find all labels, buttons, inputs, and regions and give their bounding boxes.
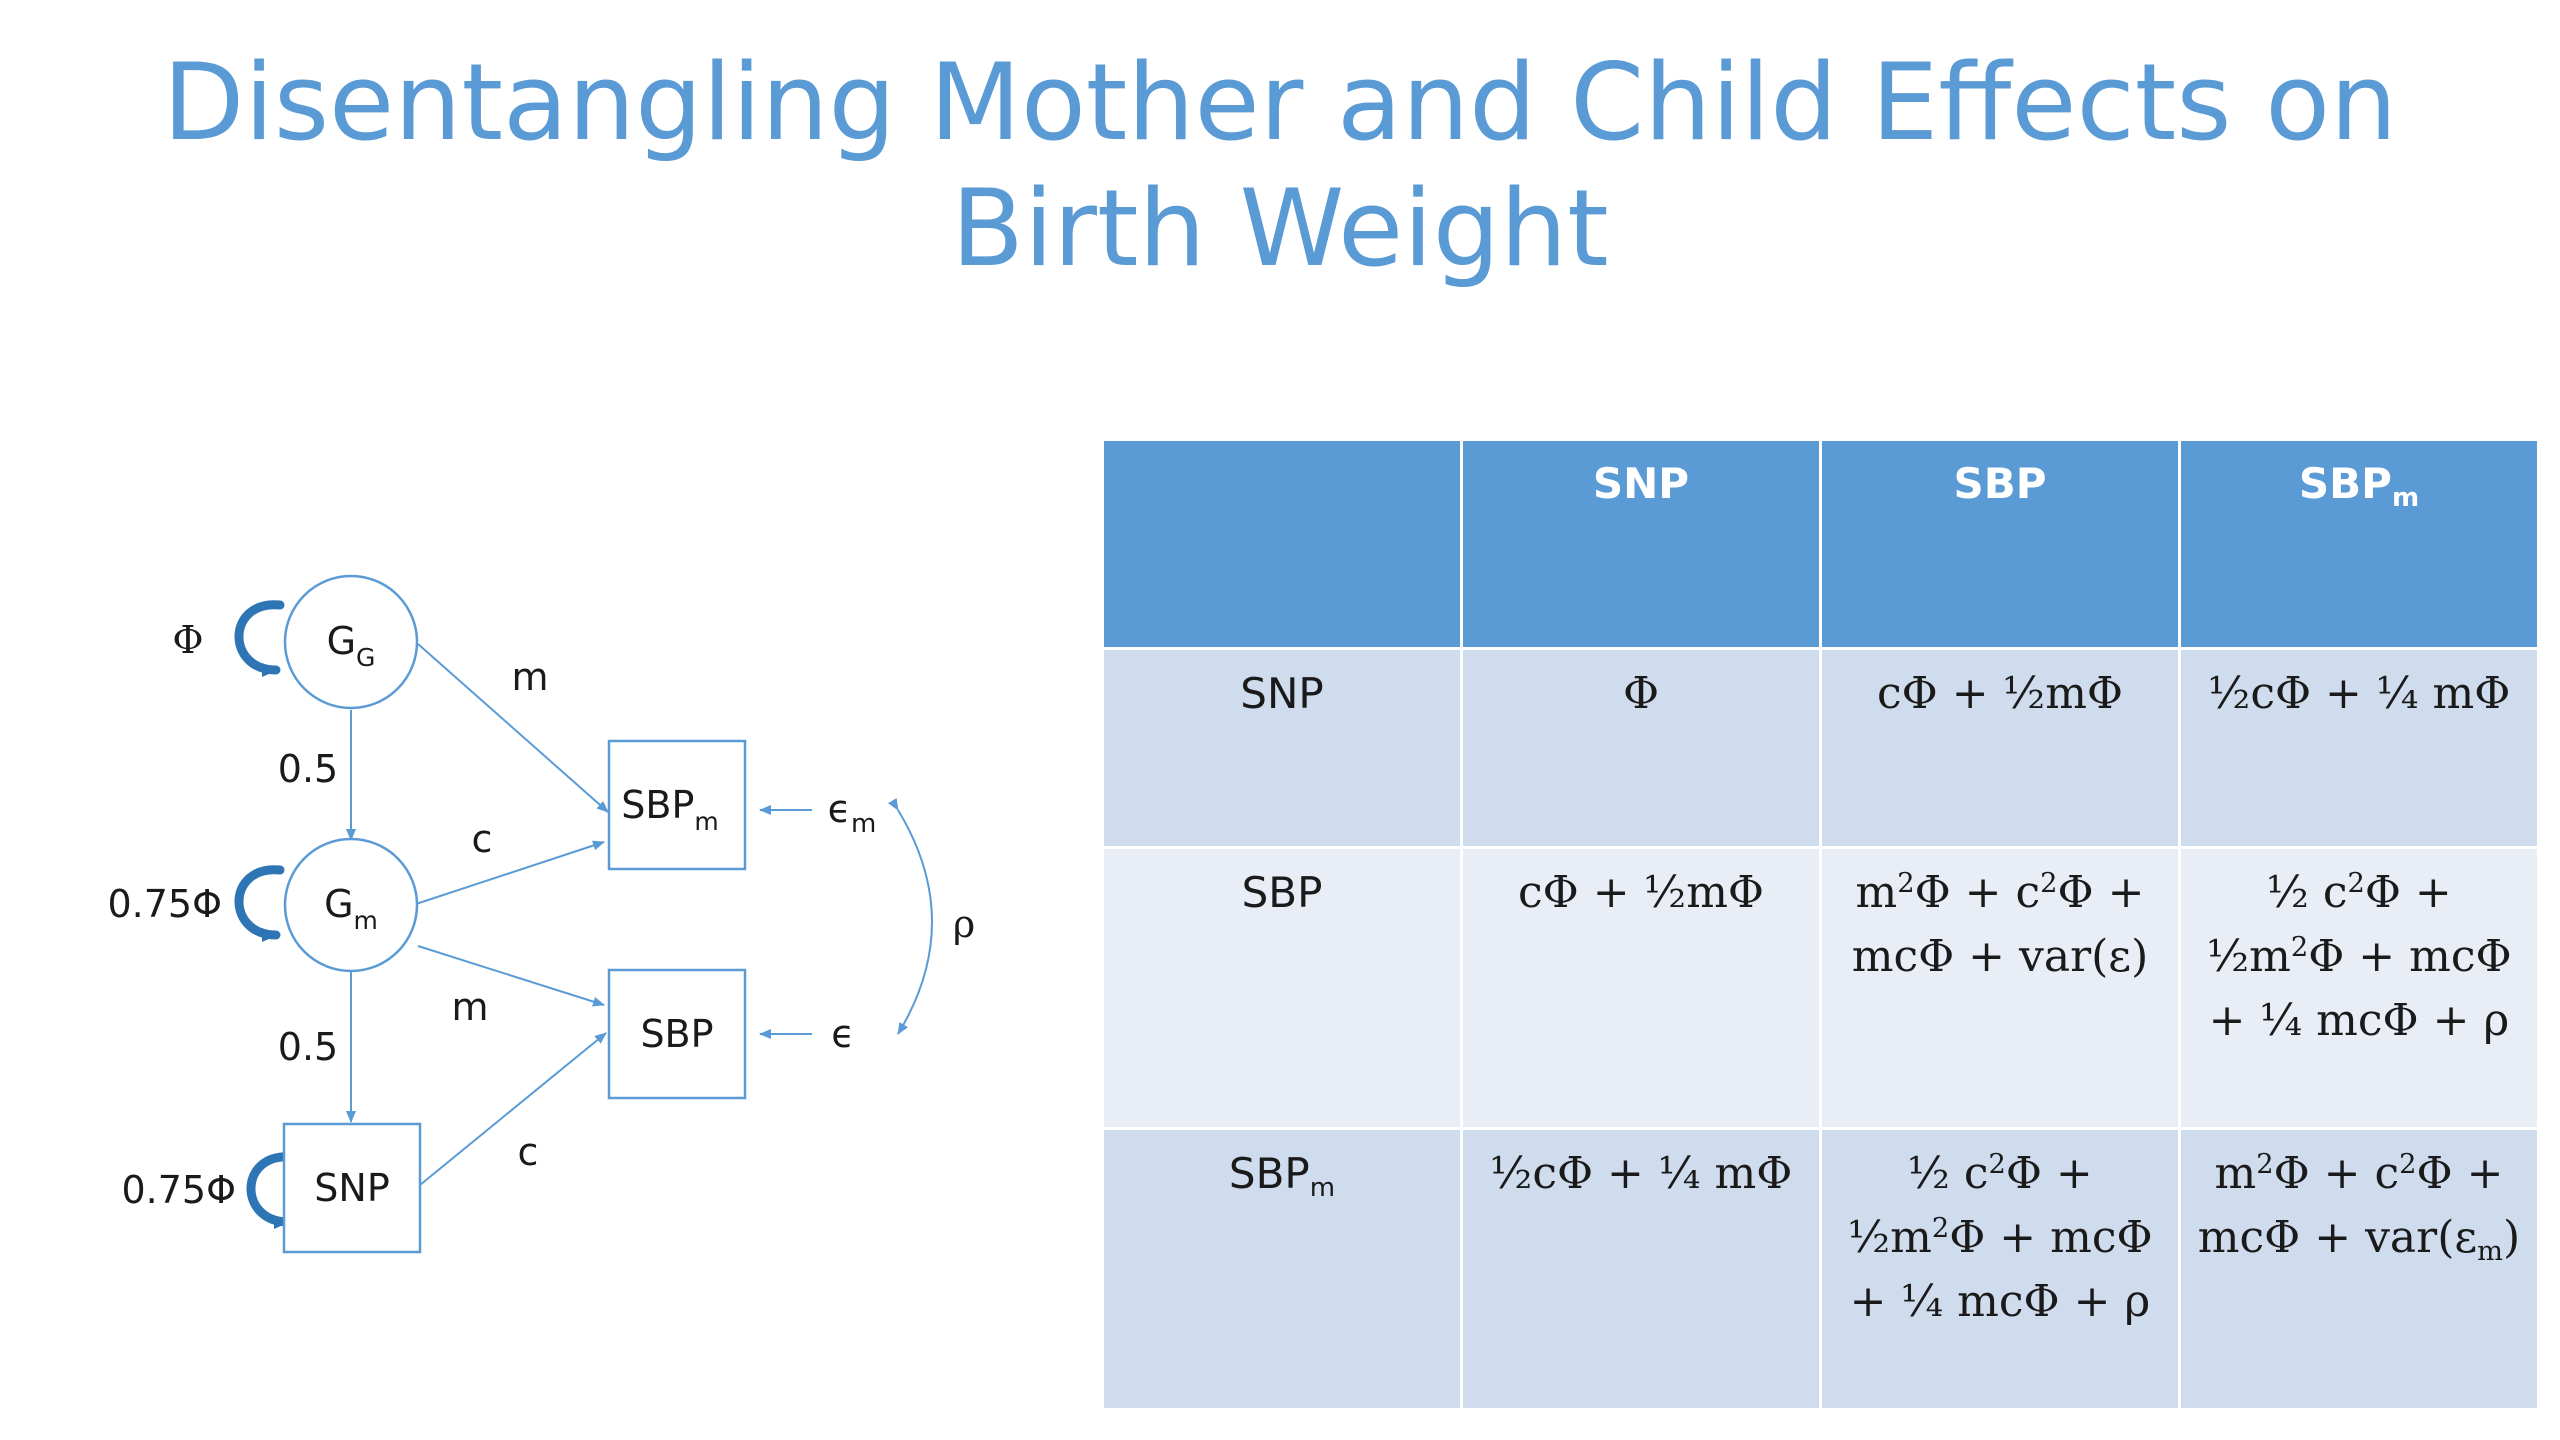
formula-line: cΦ + ½mΦ xyxy=(1877,668,2123,719)
variance-loops xyxy=(234,600,297,1229)
formula-line: ½m2Φ + mcΦ xyxy=(2206,931,2512,982)
formula-line: ½cΦ + ¼ mΦ xyxy=(1489,1148,1793,1199)
formula-line: cΦ + ½mΦ xyxy=(1518,867,1764,918)
node-sbpm: SBPm xyxy=(607,739,747,871)
path-diagram: GG Gm SNP SBPm SBP Φ 0.75Φ 0.75Φ 0.5 0.5… xyxy=(107,574,975,1254)
formula-line: ½ c2Φ + xyxy=(1907,1148,2093,1199)
label-gm-snp: 0.5 xyxy=(278,1025,338,1069)
table-cell: ½ c2Φ + ½m2Φ + mcΦ + ¼ mcΦ + ρ xyxy=(2178,846,2540,1130)
path-labels: Φ 0.75Φ 0.75Φ 0.5 0.5 m c m c ϵm ϵ ρ xyxy=(107,618,975,1212)
svg-text:SBPm: SBPm xyxy=(621,783,718,836)
svg-text:SNP: SNP xyxy=(314,1166,389,1210)
table-cell: ½cΦ + ¼ mΦ xyxy=(2178,647,2540,849)
label-gm-sbpm: c xyxy=(472,817,493,861)
formula-line: mcΦ + var(εm) xyxy=(2197,1212,2521,1268)
table-header-cell xyxy=(1101,438,1463,650)
svg-text:SBP: SBP xyxy=(640,1012,713,1056)
label-gg-sbpm: m xyxy=(511,655,548,699)
table-row: SNP Φ cΦ + ½mΦ ½cΦ + ¼ mΦ xyxy=(1101,647,2540,849)
covariance-table: SNP SBP SBPm SNP Φ cΦ + ½mΦ ½cΦ + ¼ mΦ S… xyxy=(1101,438,2540,1411)
path-arrows xyxy=(346,643,933,1186)
node-gm: Gm xyxy=(283,837,419,973)
table-cell: m2Φ + c2Φ + mcΦ + var(εm) xyxy=(2178,1127,2540,1411)
table-cell: ½ c2Φ + ½m2Φ + mcΦ + ¼ mcΦ + ρ xyxy=(1819,1127,2181,1411)
formula-line: + ¼ mcΦ + ρ xyxy=(1849,1276,2151,1327)
arrow-rho-curve xyxy=(888,798,933,1035)
svg-text:GG: GG xyxy=(327,619,376,672)
title-line-2: Birth Weight xyxy=(951,167,1609,290)
table-header-row: SNP SBP SBPm xyxy=(1101,438,2540,650)
label-rho: ρ xyxy=(953,902,975,946)
loop-snp xyxy=(246,1152,297,1229)
formula-line: mcΦ + var(ε) xyxy=(1851,931,2149,982)
formula-line: ½ c2Φ + xyxy=(2266,867,2452,918)
formula-line: m2Φ + c2Φ + xyxy=(1855,867,2145,918)
loop-gg xyxy=(234,600,285,677)
title-line-1: Disentangling Mother and Child Effects o… xyxy=(162,41,2398,164)
label-var-gm: 0.75Φ xyxy=(107,882,222,926)
arrow-snp-to-sbp xyxy=(419,1032,607,1186)
loop-gm xyxy=(234,865,285,942)
row-header: SBPm xyxy=(1101,1127,1463,1411)
table-header-cell: SBP xyxy=(1819,438,2181,650)
label-eps-m: ϵm xyxy=(828,787,877,839)
formula-line: ½m2Φ + mcΦ xyxy=(1847,1212,2153,1263)
node-gg: GG xyxy=(283,574,419,710)
formula-line: Φ xyxy=(1622,668,1660,719)
node-snp: SNP xyxy=(282,1122,422,1254)
label-gg-gm: 0.5 xyxy=(278,747,338,791)
row-header: SNP xyxy=(1101,647,1463,849)
formula-line: ½cΦ + ¼ mΦ xyxy=(2207,668,2511,719)
svg-text:Gm: Gm xyxy=(324,882,378,935)
label-eps: ϵ xyxy=(831,1012,854,1056)
table-header-cell: SBPm xyxy=(2178,438,2540,650)
table-cell: cΦ + ½mΦ xyxy=(1819,647,2181,849)
label-var-snp: 0.75Φ xyxy=(121,1168,236,1212)
table-row: SBP cΦ + ½mΦ m2Φ + c2Φ + mcΦ + var(ε) ½ c… xyxy=(1101,846,2540,1130)
formula-line: + ¼ mcΦ + ρ xyxy=(2208,995,2510,1046)
slide-title: Disentangling Mother and Child Effects o… xyxy=(0,40,2560,292)
table-cell: m2Φ + c2Φ + mcΦ + var(ε) xyxy=(1819,846,2181,1130)
table-cell: ½cΦ + ¼ mΦ xyxy=(1460,1127,1822,1411)
table-header-cell: SNP xyxy=(1460,438,1822,650)
row-header: SBP xyxy=(1101,846,1463,1130)
table-cell: Φ xyxy=(1460,647,1822,849)
table-row: SBPm ½cΦ + ¼ mΦ ½ c2Φ + ½m2Φ + mcΦ + ¼ mcΦ… xyxy=(1101,1127,2540,1411)
arrow-gm-to-sbpm xyxy=(415,840,605,905)
label-phi: Φ xyxy=(172,618,203,662)
arrow-gg-to-sbpm xyxy=(417,643,609,813)
arrow-gm-to-sbp xyxy=(417,945,605,1007)
table-cell: cΦ + ½mΦ xyxy=(1460,846,1822,1130)
label-snp-sbp: c xyxy=(518,1130,539,1174)
node-sbp: SBP xyxy=(607,968,747,1100)
formula-line: m2Φ + c2Φ + xyxy=(2214,1148,2504,1199)
label-gm-sbp: m xyxy=(451,985,488,1029)
